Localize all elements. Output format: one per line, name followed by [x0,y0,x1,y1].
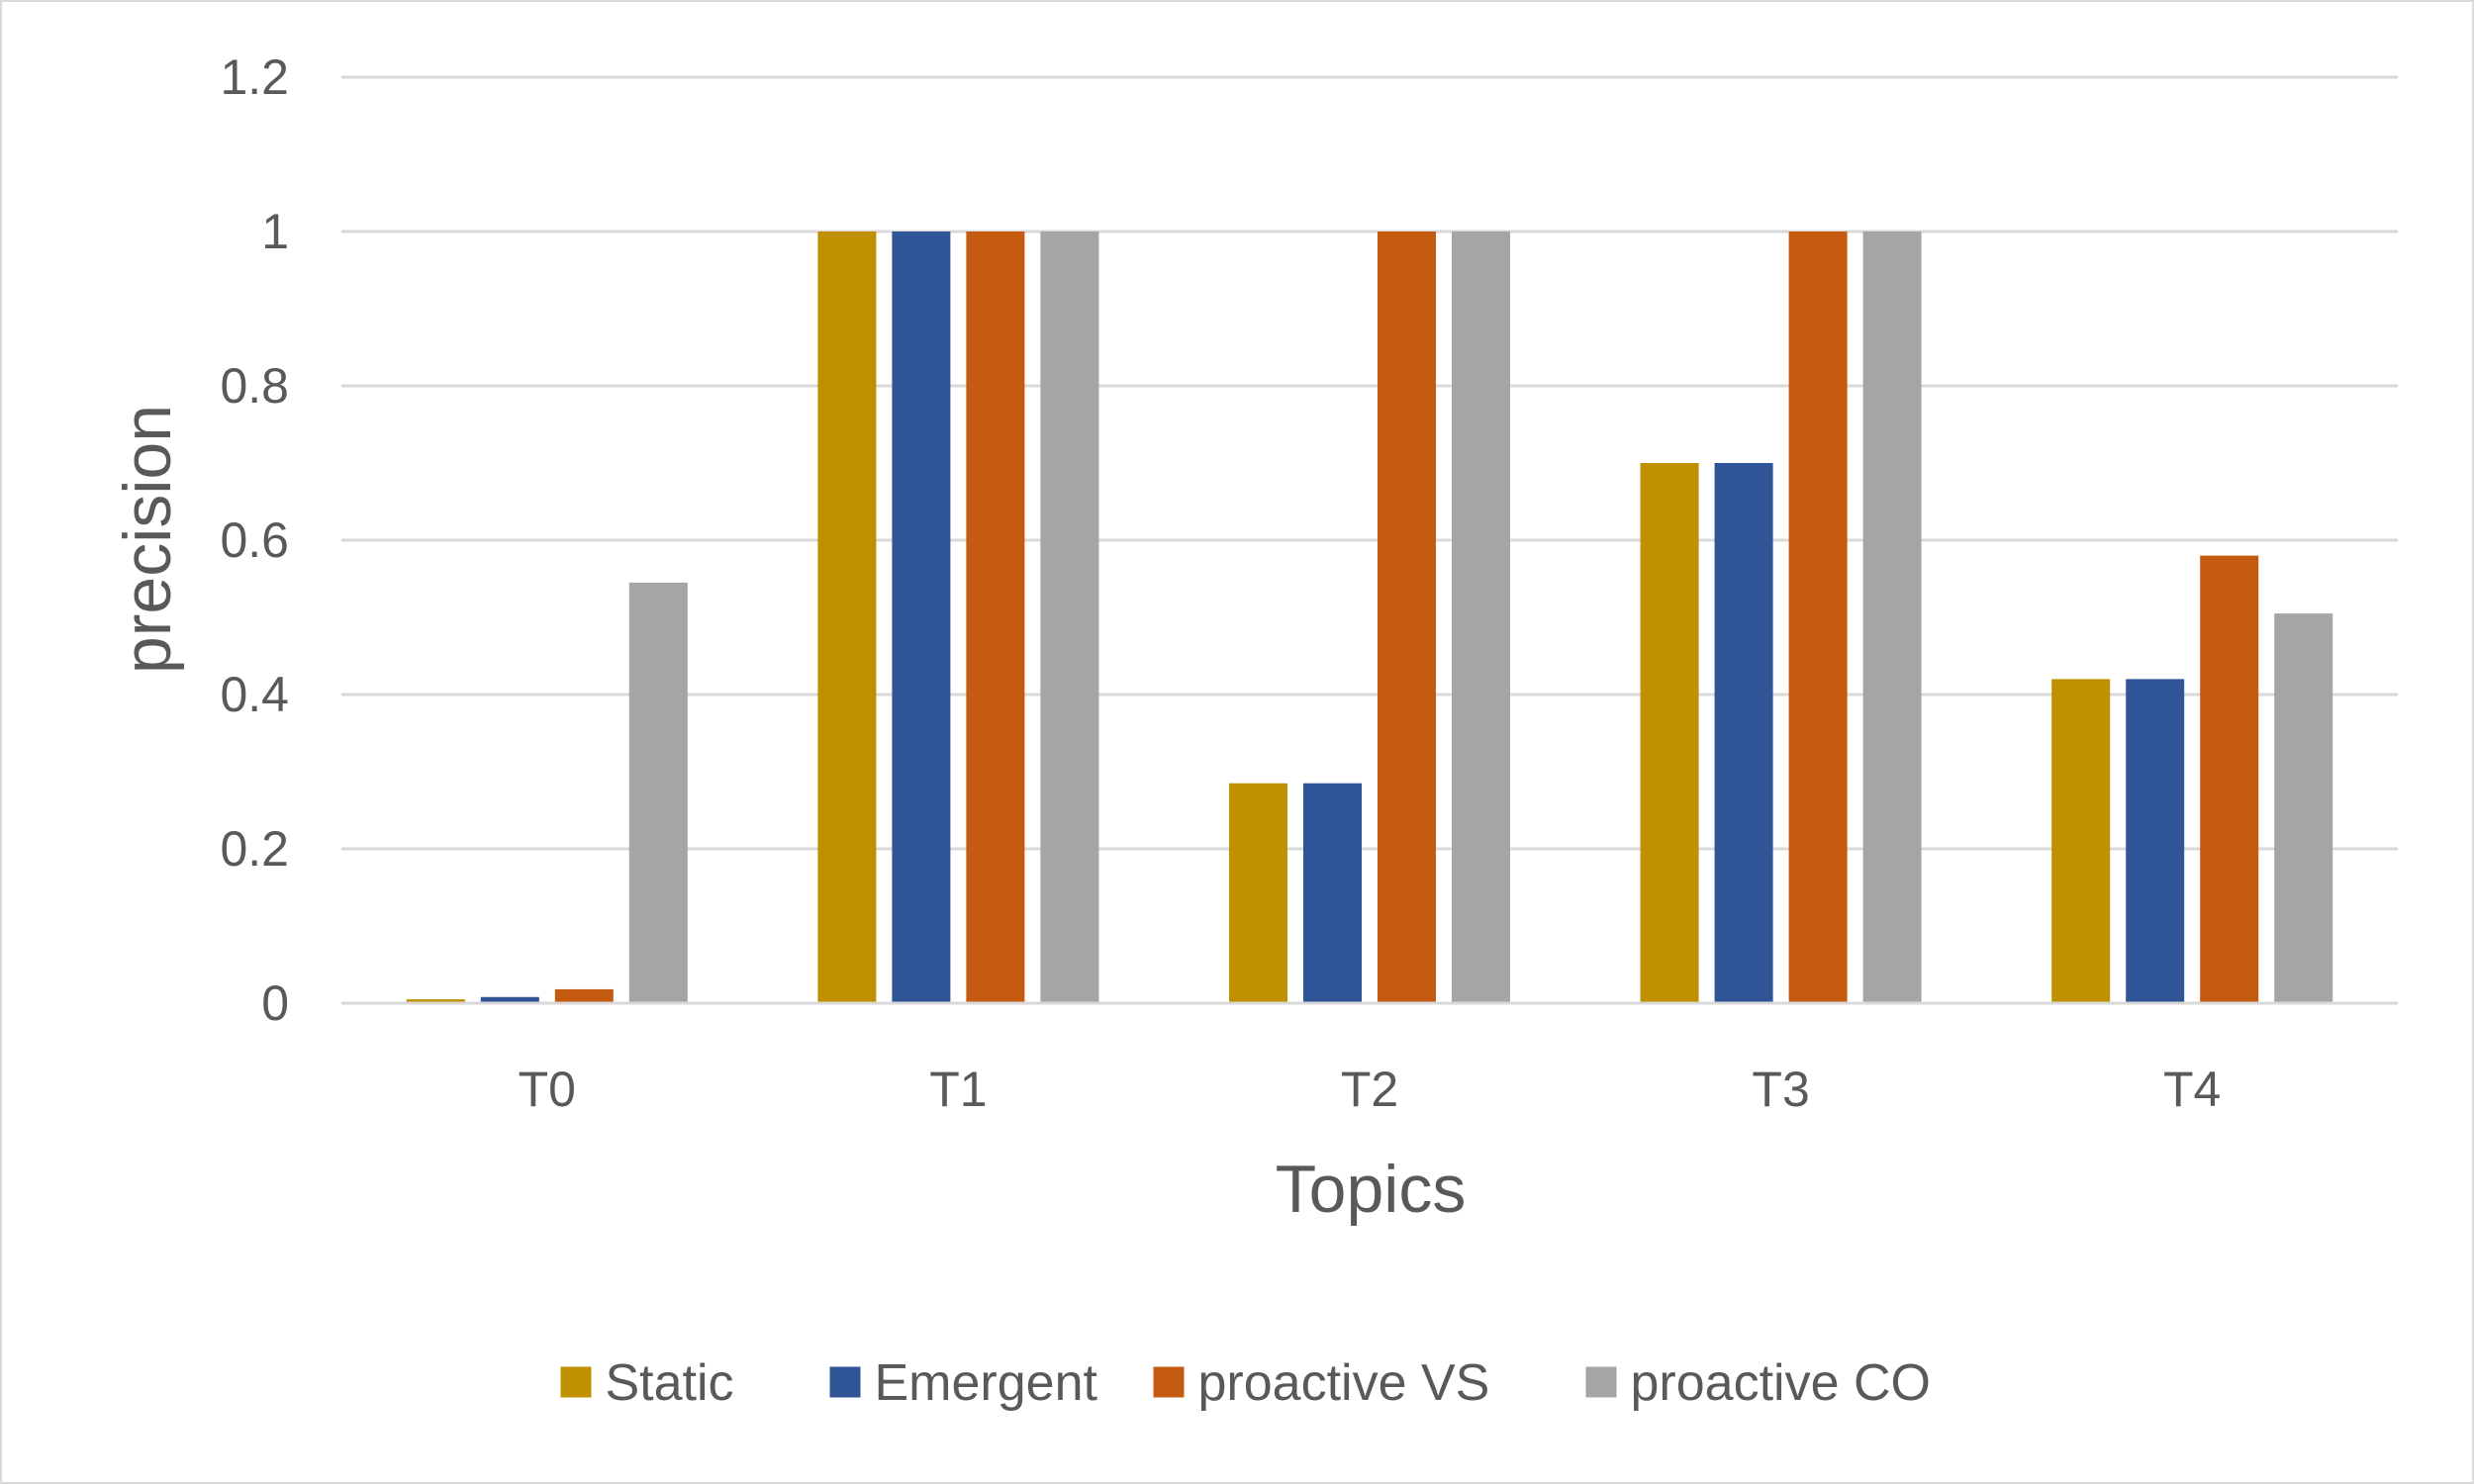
bar-proactive-vs-t1 [966,232,1025,1003]
legend-label-proactive-co: proactive CO [1631,1354,1931,1412]
bar-static-t3 [1640,463,1699,1003]
x-tick-label: T0 [519,1062,576,1117]
bar-proactive-co-t0 [628,582,688,1003]
x-tick-label: T2 [1341,1062,1398,1117]
x-axis-title: Topics [1276,1152,1467,1227]
y-tick-label: 0.2 [220,821,289,877]
bar-proactive-co-t2 [1452,232,1510,1003]
y-tick-label: 0.6 [220,512,289,568]
y-tick-label: 0.8 [220,358,289,414]
y-tick-label: 1.2 [220,49,289,105]
legend-label-emergent: Emergent [875,1354,1098,1412]
legend-swatch-proactive-vs [1153,1366,1185,1398]
legend-swatch-emergent [829,1366,861,1398]
bars [406,232,2333,1003]
bar-static-t2 [1229,783,1287,1003]
bar-emergent-t4 [2126,679,2185,1003]
y-tick-label: 1 [261,204,289,259]
y-tick-label: 0 [261,975,289,1031]
bar-emergent-t3 [1714,463,1773,1003]
bar-proactive-vs-t4 [2200,555,2259,1003]
x-tick-label: T1 [929,1062,987,1117]
bar-proactive-co-t3 [1862,232,1922,1003]
legend-swatch-static [560,1366,592,1398]
y-axis-tick-labels: 0 0.2 0.4 0.6 0.8 1 1.2 [220,49,289,1031]
y-tick-label: 0.4 [220,667,289,722]
bar-emergent-t2 [1303,783,1362,1003]
bar-emergent-t0 [480,996,539,1003]
bar-static-t0 [406,999,465,1003]
legend: Static Emergent proactive VS proactive CO [560,1354,1931,1412]
y-axis-title: precision [110,405,185,674]
x-tick-label: T4 [2163,1062,2221,1117]
bar-static-t4 [2051,679,2111,1003]
legend-label-proactive-vs: proactive VS [1198,1354,1490,1412]
bar-proactive-co-t4 [2274,613,2333,1003]
bar-emergent-t1 [892,232,951,1003]
bar-proactive-vs-t0 [554,988,614,1003]
bar-static-t1 [817,232,877,1003]
legend-label-static: Static [606,1354,734,1412]
legend-swatch-proactive-co [1585,1366,1617,1398]
bar-proactive-co-t1 [1040,232,1099,1003]
x-axis-tick-labels: T0 T1 T2 T3 T4 [519,1062,2222,1117]
x-tick-label: T3 [1752,1062,1809,1117]
bar-proactive-vs-t2 [1378,232,1436,1003]
bar-proactive-vs-t3 [1788,232,1848,1003]
